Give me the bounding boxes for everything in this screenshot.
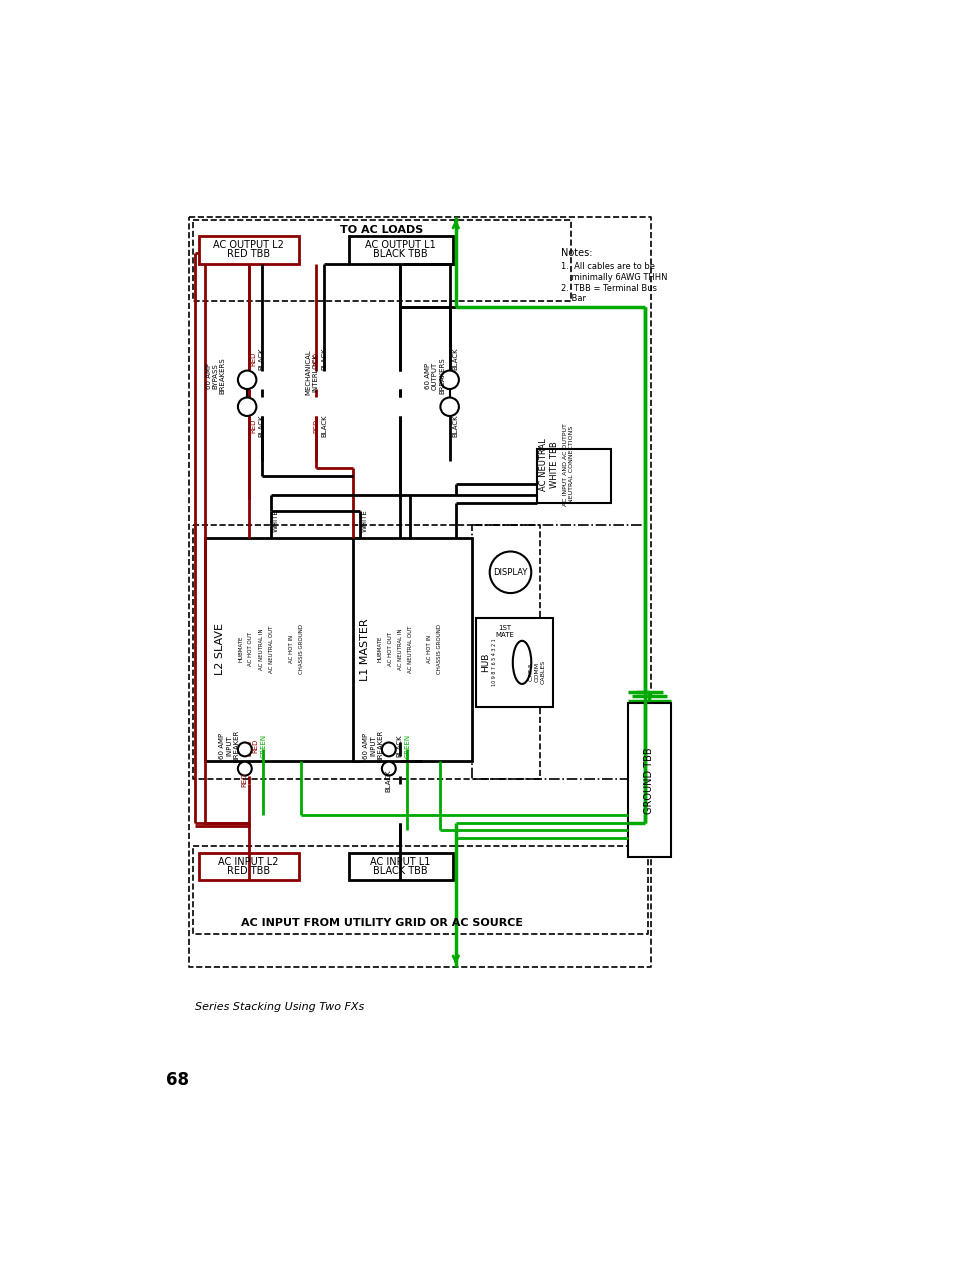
Text: DISPLAY: DISPLAY [493, 567, 527, 576]
Text: HUBMATE: HUBMATE [377, 636, 382, 663]
Text: RED TBB: RED TBB [227, 866, 270, 876]
Text: RED: RED [253, 738, 258, 753]
Bar [476, 618, 552, 707]
Bar [353, 538, 472, 761]
Text: GROUND TBB: GROUND TBB [643, 747, 654, 814]
Circle shape [237, 743, 252, 757]
Text: L2 SLAVE: L2 SLAVE [215, 623, 225, 675]
Bar [205, 538, 358, 761]
Text: AC NEUTRAL OUT: AC NEUTRAL OUT [408, 626, 413, 673]
Text: AC HOT OUT: AC HOT OUT [248, 632, 253, 667]
Text: RED TBB: RED TBB [227, 249, 270, 259]
Text: AC NEUTRAL OUT: AC NEUTRAL OUT [268, 626, 274, 673]
Circle shape [489, 552, 531, 593]
Text: 2.  TBB = Terminal Bus: 2. TBB = Terminal Bus [560, 284, 656, 293]
Text: HUBMATE: HUBMATE [238, 636, 243, 663]
Text: BLACK: BLACK [321, 347, 327, 370]
Text: MECHANICAL
INTERLOCK: MECHANICAL INTERLOCK [305, 350, 318, 396]
Text: AC HOT IN: AC HOT IN [288, 635, 294, 664]
Text: RED: RED [250, 352, 256, 366]
Text: CAT 5
COMM
CABLES: CAT 5 COMM CABLES [529, 660, 545, 684]
Text: AC NEUTRAL IN: AC NEUTRAL IN [397, 628, 402, 670]
Text: Notes:: Notes: [560, 248, 592, 258]
Text: MATE: MATE [495, 632, 514, 637]
Text: AC OUTPUT L1: AC OUTPUT L1 [365, 240, 436, 251]
Circle shape [440, 370, 458, 389]
Text: AC NEUTRAL
WHITE TBB: AC NEUTRAL WHITE TBB [538, 438, 558, 491]
Text: Series Stacking Using Two FXs: Series Stacking Using Two FXs [194, 1002, 364, 1013]
Text: AC OUTPUT L2: AC OUTPUT L2 [213, 240, 284, 251]
Text: GREEN: GREEN [260, 734, 266, 758]
Text: BLACK TBB: BLACK TBB [373, 249, 427, 259]
Text: CHASSIS GROUND: CHASSIS GROUND [298, 625, 303, 674]
Circle shape [440, 397, 458, 416]
Text: BLACK: BLACK [396, 734, 402, 757]
Text: RED: RED [250, 418, 256, 434]
Text: 1.  All cables are to be: 1. All cables are to be [560, 262, 654, 271]
Text: BLACK: BLACK [321, 415, 327, 438]
Text: 60 AMP
INPUT
BREAKER: 60 AMP INPUT BREAKER [363, 729, 383, 762]
Text: GREEN: GREEN [404, 734, 410, 758]
Text: 60 AMP
INPUT
BREAKER: 60 AMP INPUT BREAKER [219, 729, 239, 762]
Bar [628, 703, 670, 857]
Text: RED: RED [241, 773, 248, 787]
Circle shape [381, 743, 395, 757]
Ellipse shape [513, 641, 531, 684]
Text: 68: 68 [166, 1071, 189, 1090]
Text: BLACK TBB: BLACK TBB [373, 866, 427, 876]
Bar [349, 854, 453, 880]
Text: AC INPUT L1: AC INPUT L1 [370, 857, 430, 866]
Text: WHITE: WHITE [361, 509, 368, 532]
Text: Bar: Bar [560, 294, 585, 304]
Text: BLACK: BLACK [453, 415, 458, 438]
Text: AC INPUT FROM UTILITY GRID OR AC SOURCE: AC INPUT FROM UTILITY GRID OR AC SOURCE [241, 917, 522, 927]
Text: AC NEUTRAL IN: AC NEUTRAL IN [258, 628, 263, 670]
Text: RED: RED [314, 352, 319, 366]
Text: BLACK: BLACK [453, 347, 458, 370]
Text: AC INPUT AND AC OUTPUT
NEUTRAL CONNECTIONS: AC INPUT AND AC OUTPUT NEUTRAL CONNECTIO… [562, 424, 573, 506]
Text: AC HOT OUT: AC HOT OUT [388, 632, 393, 667]
Text: BLACK: BLACK [257, 347, 264, 370]
Bar [198, 854, 298, 880]
Circle shape [237, 370, 256, 389]
Text: HUB: HUB [481, 653, 490, 672]
Text: AC HOT IN: AC HOT IN [427, 635, 432, 664]
Circle shape [381, 762, 395, 776]
Text: 60 AMP
BYPASS
BREAKERS: 60 AMP BYPASS BREAKERS [205, 357, 225, 394]
Text: BLACK: BLACK [257, 415, 264, 438]
Text: RED: RED [314, 418, 319, 434]
Text: CHASSIS GROUND: CHASSIS GROUND [436, 625, 441, 674]
Text: L1 MASTER: L1 MASTER [359, 618, 370, 681]
Text: BLACK: BLACK [385, 768, 392, 791]
Text: 60 AMP
OUTPUT
BREAKERS: 60 AMP OUTPUT BREAKERS [425, 357, 444, 394]
Text: 10 9 8 7 6 5 4 3 2 1: 10 9 8 7 6 5 4 3 2 1 [492, 639, 497, 687]
Circle shape [237, 397, 256, 416]
Bar [198, 235, 298, 263]
Text: WHITE: WHITE [273, 509, 278, 532]
Text: minimally 6AWG THHN: minimally 6AWG THHN [560, 273, 666, 282]
Text: AC INPUT L2: AC INPUT L2 [218, 857, 278, 866]
Text: TO AC LOADS: TO AC LOADS [340, 225, 423, 234]
Circle shape [237, 762, 252, 776]
Text: 1ST: 1ST [497, 625, 511, 631]
Bar [349, 235, 453, 263]
Bar [537, 449, 610, 502]
